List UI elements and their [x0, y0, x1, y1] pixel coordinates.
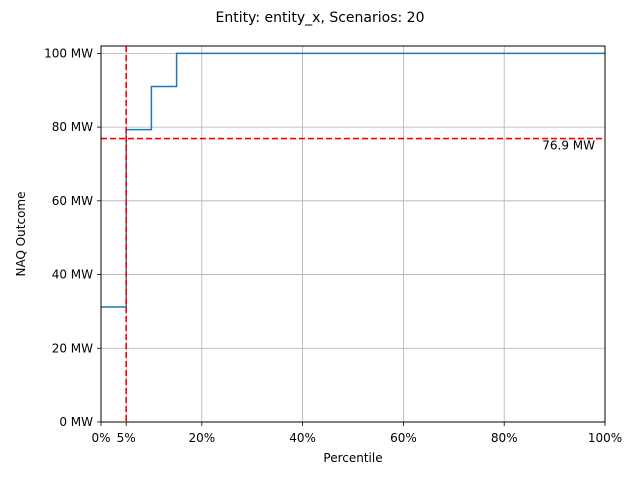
x-tick-label: 20% — [188, 431, 215, 445]
x-tick-label: 0% — [91, 431, 110, 445]
reference-line-label: 76.9 MW — [542, 139, 595, 153]
chart-title: Entity: entity_x, Scenarios: 20 — [216, 10, 425, 26]
x-tick-label: 5% — [117, 431, 136, 445]
y-tick-label: 80 MW — [52, 120, 93, 134]
y-axis-label: NAQ Outcome — [14, 191, 28, 276]
reference-lines: 76.9 MW — [101, 46, 605, 422]
y-tick-label: 0 MW — [59, 415, 93, 429]
series-line — [101, 52, 605, 308]
y-tick-label: 100 MW — [44, 46, 93, 60]
x-axis-label: Percentile — [323, 451, 382, 465]
x-tick-label: 40% — [289, 431, 316, 445]
y-tick-label: 60 MW — [52, 194, 93, 208]
series-layer — [101, 52, 605, 308]
x-axis: 0% 5% 20% 40% 60% 80% 100% — [91, 422, 622, 445]
x-tick-label: 60% — [390, 431, 417, 445]
x-tick-label: 100% — [588, 431, 622, 445]
plot-frame — [100, 45, 606, 423]
x-tick-label: 80% — [491, 431, 518, 445]
y-axis: 0 MW 20 MW 40 MW 60 MW 80 MW 100 MW — [44, 46, 101, 429]
y-tick-label: 40 MW — [52, 268, 93, 282]
y-tick-label: 20 MW — [52, 341, 93, 355]
